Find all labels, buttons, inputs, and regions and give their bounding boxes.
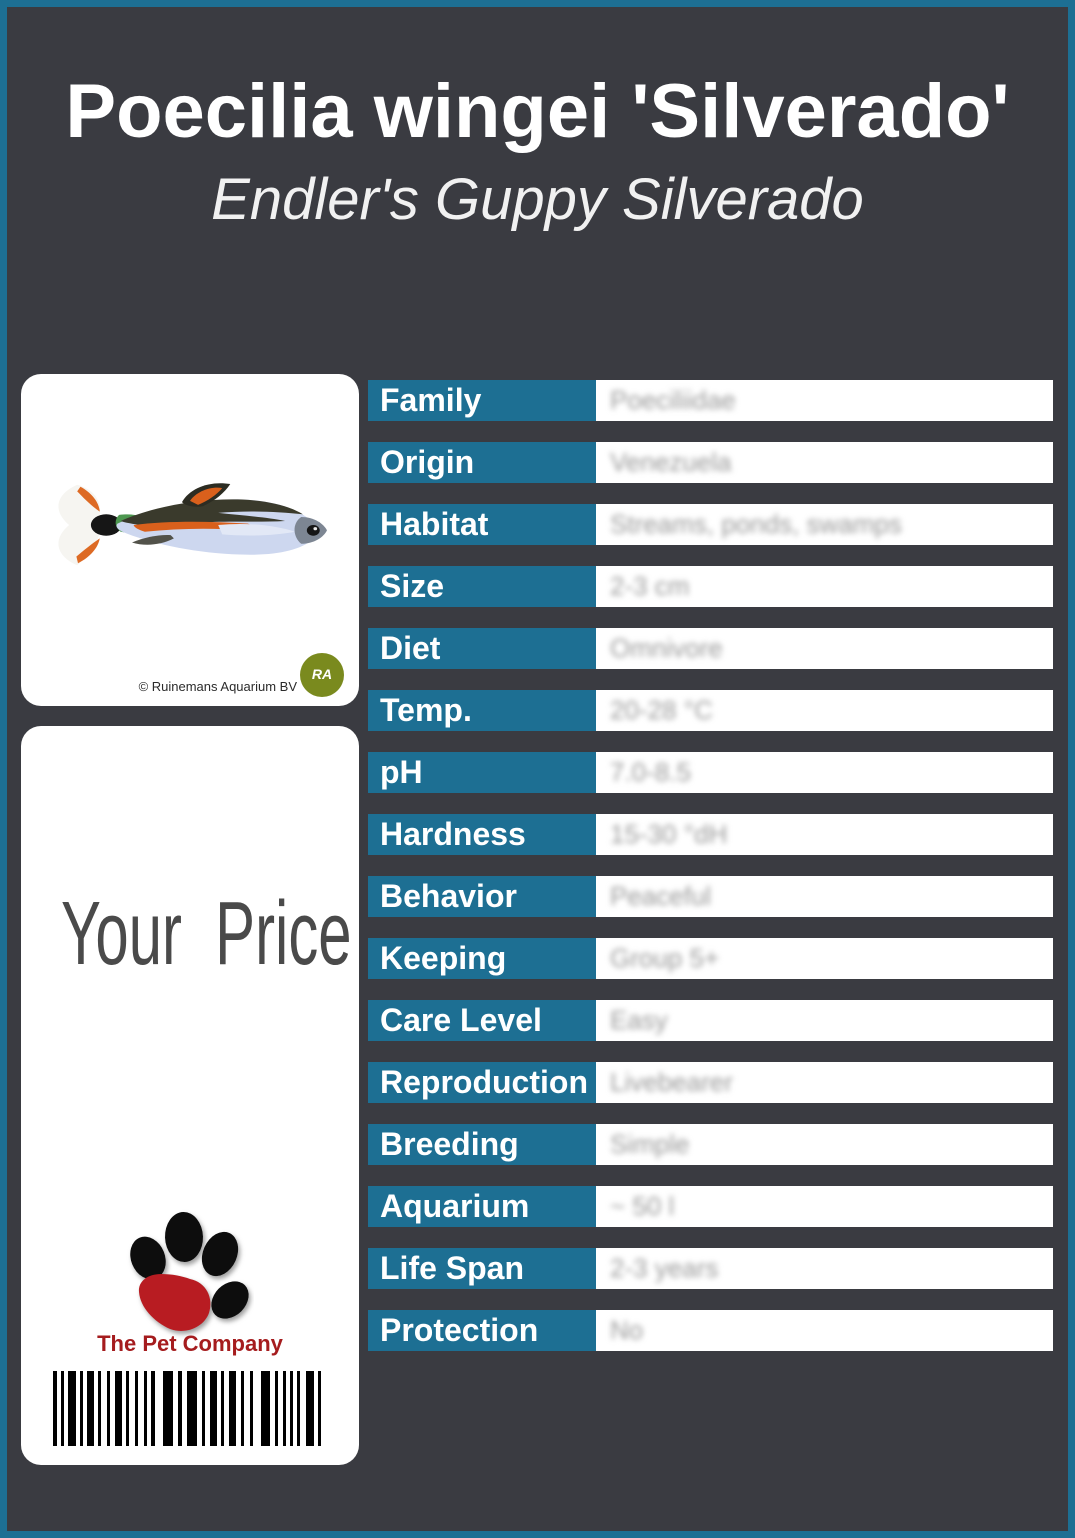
svg-text:RA: RA [312, 666, 332, 682]
